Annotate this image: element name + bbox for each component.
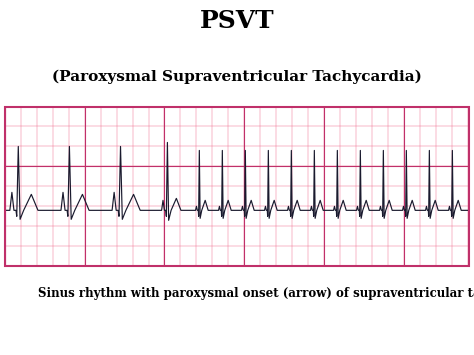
Text: PSVT: PSVT [200,9,274,33]
Text: (Paroxysmal Supraventricular Tachycardia): (Paroxysmal Supraventricular Tachycardia… [52,70,422,84]
Bar [5,106,469,266]
Text: Sinus rhythm with paroxysmal onset (arrow) of supraventricular tachycardia (PSVT: Sinus rhythm with paroxysmal onset (arro… [38,287,474,300]
